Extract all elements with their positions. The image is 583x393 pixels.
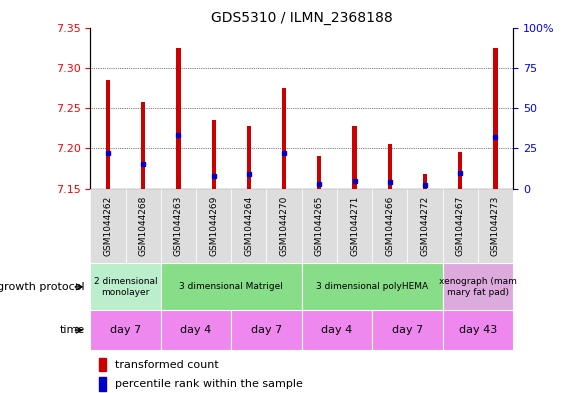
Bar [231,189,266,263]
Text: day 7: day 7 [392,325,423,335]
Bar [247,126,251,189]
Bar [337,189,372,263]
Bar [372,189,408,263]
Bar [442,310,513,350]
Text: GSM1044266: GSM1044266 [385,196,394,256]
Bar [90,263,161,310]
Title: GDS5310 / ILMN_2368188: GDS5310 / ILMN_2368188 [211,11,392,25]
Text: GSM1044268: GSM1044268 [139,196,147,256]
Text: time: time [59,325,85,335]
Bar [196,189,231,263]
Text: GSM1044272: GSM1044272 [420,196,430,256]
Bar [99,358,107,371]
Text: day 7: day 7 [110,325,141,335]
Bar [141,102,145,189]
Text: 3 dimensional polyHEMA: 3 dimensional polyHEMA [316,283,428,291]
Bar [493,48,497,189]
Text: day 4: day 4 [180,325,212,335]
Text: 2 dimensional
monolayer: 2 dimensional monolayer [94,277,157,297]
Bar [458,152,462,189]
Bar [176,48,181,189]
Bar [90,310,161,350]
Bar [161,189,196,263]
Bar [231,310,302,350]
Text: growth protocol: growth protocol [0,282,85,292]
Bar [478,189,513,263]
Text: 3 dimensional Matrigel: 3 dimensional Matrigel [180,283,283,291]
Bar [266,189,302,263]
Bar [408,189,442,263]
Text: GSM1044267: GSM1044267 [456,196,465,256]
Text: GSM1044265: GSM1044265 [315,196,324,256]
Text: GSM1044271: GSM1044271 [350,196,359,256]
Text: percentile rank within the sample: percentile rank within the sample [115,379,303,389]
Bar [372,310,442,350]
Bar [99,377,107,391]
Bar [302,310,372,350]
Bar [302,263,442,310]
Bar [90,189,125,263]
Bar [442,263,513,310]
Bar [442,189,478,263]
Bar [212,120,216,189]
Bar [125,189,161,263]
Bar [352,126,357,189]
Bar [302,189,337,263]
Text: GSM1044264: GSM1044264 [244,196,254,256]
Text: GSM1044273: GSM1044273 [491,196,500,256]
Text: day 4: day 4 [321,325,353,335]
Text: GSM1044263: GSM1044263 [174,196,183,256]
Text: day 7: day 7 [251,325,282,335]
Bar [388,144,392,189]
Text: day 43: day 43 [459,325,497,335]
Text: xenograph (mam
mary fat pad): xenograph (mam mary fat pad) [439,277,517,297]
Text: GSM1044269: GSM1044269 [209,196,218,256]
Bar [106,80,110,189]
Bar [161,310,231,350]
Bar [161,263,302,310]
Text: GSM1044262: GSM1044262 [103,196,113,256]
Text: transformed count: transformed count [115,360,219,370]
Bar [423,174,427,189]
Bar [317,156,321,189]
Bar [282,88,286,189]
Text: GSM1044270: GSM1044270 [280,196,289,256]
